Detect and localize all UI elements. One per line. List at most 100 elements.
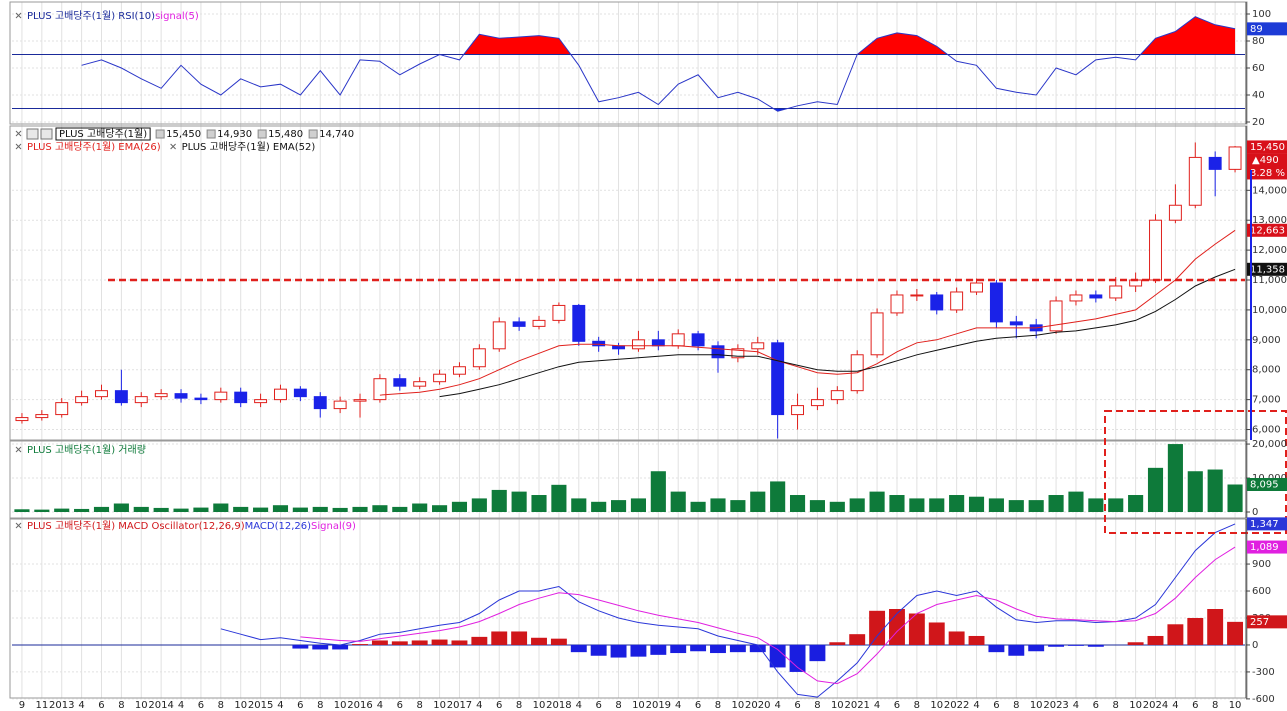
candle-body xyxy=(810,399,824,407)
header-value: 15,480 xyxy=(268,129,303,140)
candle-body xyxy=(75,396,89,404)
x-tick-label: 8 xyxy=(416,700,422,711)
panel-frame xyxy=(9,1,1248,125)
candle-body xyxy=(274,388,287,401)
volume-bar xyxy=(173,508,189,512)
x-tick-label: 6 xyxy=(397,700,403,711)
volume-bar xyxy=(74,508,90,512)
oscillator-bar xyxy=(729,644,746,653)
volume-bar xyxy=(770,481,786,512)
value-tag xyxy=(1247,140,1287,154)
candle-body xyxy=(950,291,964,311)
volume-bar xyxy=(968,496,985,512)
volume-bar xyxy=(471,498,487,512)
x-tick-label: 10 xyxy=(334,700,347,711)
candle-body xyxy=(1109,285,1123,299)
candle-body xyxy=(214,391,228,401)
x-tick-label: 4 xyxy=(277,700,283,711)
oscillator-bar xyxy=(809,644,826,662)
change-label: ▲490 xyxy=(1252,155,1279,166)
oscillator-bar xyxy=(1068,644,1084,646)
candle-body xyxy=(35,414,49,419)
oscillator-bar xyxy=(769,644,786,668)
volume-bar xyxy=(1028,500,1044,512)
oscillator-bar xyxy=(491,631,508,645)
volume-bar xyxy=(432,505,448,512)
volume-bar xyxy=(93,506,110,512)
oscillator-bar xyxy=(570,644,587,653)
candle-body xyxy=(492,321,506,350)
oscillator-bar xyxy=(1087,644,1104,647)
oscillator-bar xyxy=(749,644,766,653)
candle-body xyxy=(1149,219,1162,281)
x-tick-label: 6 xyxy=(794,700,800,711)
value-tag-label: 11,358 xyxy=(1250,264,1285,275)
candle-body xyxy=(771,342,785,416)
volume-bar xyxy=(511,491,527,512)
value-tag xyxy=(1247,478,1287,492)
candle-body xyxy=(572,304,586,342)
candle-body xyxy=(1168,204,1182,221)
highlight-box xyxy=(1104,410,1287,534)
volume-bar xyxy=(849,498,865,512)
candle-body xyxy=(751,342,765,350)
x-tick-label: 6 xyxy=(98,700,104,711)
x-tick-label: 11 xyxy=(35,700,48,711)
volume-bar xyxy=(750,491,766,512)
candle-body xyxy=(592,340,606,347)
candle-body xyxy=(1069,294,1083,302)
candle-body xyxy=(95,390,108,398)
oscillator-bar xyxy=(1207,609,1224,645)
change-tag xyxy=(1247,153,1287,180)
x-tick-label: 6 xyxy=(894,700,900,711)
x-tick-label: 2020 xyxy=(745,700,770,711)
x-tick-label: 6 xyxy=(695,700,701,711)
x-tick-label: 10 xyxy=(632,700,645,711)
x-tick-label: 4 xyxy=(576,700,582,711)
legend-x xyxy=(15,446,22,453)
y-tick-label: 100 xyxy=(1252,9,1271,20)
legend-text: PLUS 고배당주(1월) RSI(10) xyxy=(27,10,155,22)
x-tick-label: 4 xyxy=(1073,700,1079,711)
oscillator-bar xyxy=(1127,642,1144,645)
volume-bar xyxy=(670,491,686,512)
candle-body xyxy=(234,391,248,404)
x-tick-label: 2021 xyxy=(844,700,869,711)
oscillator-bar xyxy=(1227,621,1244,645)
volume-bar xyxy=(988,498,1004,512)
volume-bar xyxy=(451,501,468,512)
volume-bar xyxy=(292,507,308,512)
volume-bar xyxy=(571,498,587,512)
volume-bar xyxy=(412,503,428,512)
rsi-line xyxy=(81,16,1236,112)
value-tag xyxy=(1247,540,1287,554)
x-tick-label: 2015 xyxy=(248,700,273,711)
oscillator-bar xyxy=(690,644,707,652)
ema-line xyxy=(379,229,1236,396)
x-tick-label: 4 xyxy=(377,700,383,711)
oscillator-bar xyxy=(1147,635,1164,645)
candle-body xyxy=(333,400,347,410)
candle-body xyxy=(174,393,188,399)
volume-bar xyxy=(491,489,507,512)
oscillator-bar xyxy=(1048,644,1065,647)
volume-bar xyxy=(829,501,845,512)
price-icon xyxy=(308,129,318,139)
x-tick-label: 8 xyxy=(715,700,721,711)
candle-body xyxy=(373,378,387,401)
legend-text: signal(5) xyxy=(155,11,199,22)
oscillator-bar xyxy=(431,639,448,645)
candle-body xyxy=(413,381,427,387)
oscillator-bar xyxy=(988,644,1005,653)
volume-bar xyxy=(869,491,885,512)
volume-bar xyxy=(272,505,289,512)
volume-bar xyxy=(1068,491,1084,512)
panel-frame xyxy=(9,125,1248,441)
x-tick-label: 10 xyxy=(533,700,546,711)
candle-body xyxy=(433,373,447,383)
oscillator-bar xyxy=(1167,624,1184,645)
candle-body xyxy=(691,333,705,347)
candle-body xyxy=(651,339,665,347)
